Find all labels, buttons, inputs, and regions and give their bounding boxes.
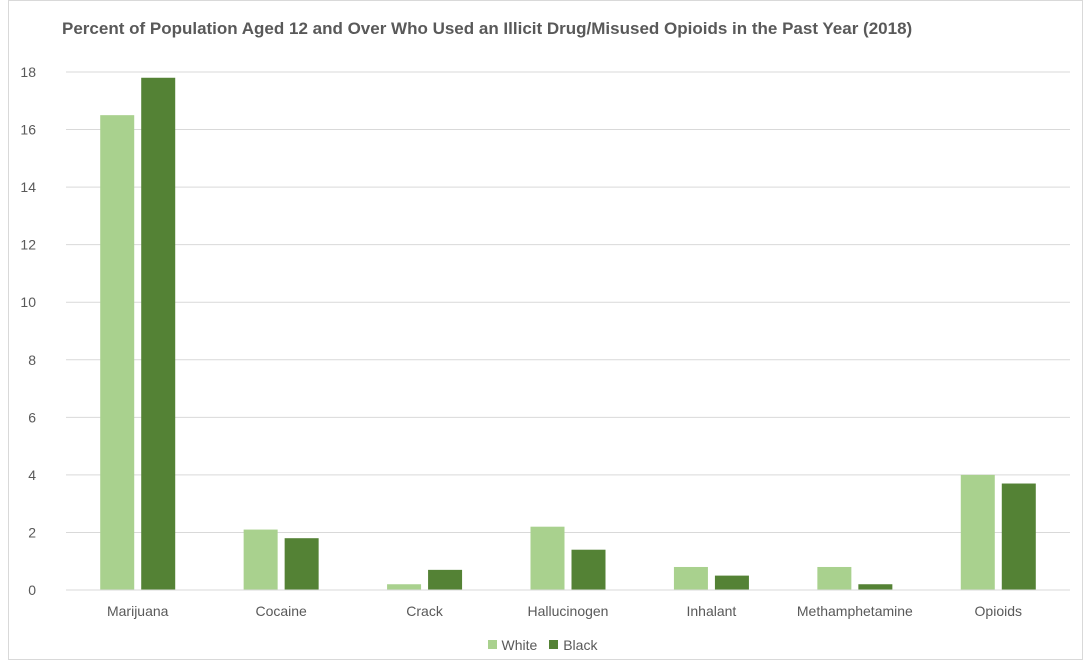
y-tick-label-2: 2 (28, 524, 36, 540)
bar-black-hallucinogen (571, 549, 606, 590)
x-tick-label-hallucinogen: Hallucinogen (528, 603, 609, 619)
legend-item-black: Black (549, 637, 597, 653)
y-axis-ticks: 0 2 4 6 8 10 12 14 16 18 (20, 64, 36, 598)
bar-white-hallucinogen (530, 526, 565, 590)
gridlines (66, 71, 1070, 591)
bar-white-opioids (960, 474, 995, 590)
y-tick-label-6: 6 (28, 409, 36, 425)
x-tick-label-crack: Crack (406, 603, 444, 619)
chart-title: Percent of Population Aged 12 and Over W… (62, 19, 913, 38)
legend-item-white: White (487, 636, 538, 653)
x-tick-label-marijuana: Marijuana (107, 603, 169, 619)
bar-black-methamphetamine (858, 584, 893, 590)
y-tick-label-12: 12 (20, 237, 36, 253)
y-tick-label-4: 4 (28, 467, 36, 483)
bar-black-opioids (1001, 483, 1036, 590)
y-tick-label-10: 10 (20, 294, 36, 310)
bar-black-inhalant (714, 575, 749, 590)
bar-black-crack (428, 569, 463, 590)
legend-swatch-white (487, 640, 497, 649)
bar-white-inhalant (673, 566, 708, 590)
y-tick-label-16: 16 (20, 122, 36, 138)
bar-white-crack (387, 584, 422, 590)
bar-black-marijuana (141, 77, 176, 590)
x-tick-label-methamphetamine: Methamphetamine (797, 603, 913, 619)
x-tick-label-inhalant: Inhalant (687, 603, 737, 619)
x-axis-ticks: Marijuana Cocaine Crack Hallucinogen Inhalan… (107, 603, 1022, 619)
y-tick-label-18: 18 (20, 64, 36, 80)
y-tick-label-0: 0 (28, 582, 36, 598)
bar-white-methamphetamine (817, 566, 852, 590)
bars (66, 77, 1070, 591)
bar-white-marijuana (100, 115, 135, 591)
bar-black-cocaine (284, 538, 319, 590)
x-tick-label-opioids: Opioids (975, 603, 1022, 619)
bar-white-cocaine (243, 529, 278, 590)
legend-label-black: Black (563, 636, 598, 653)
legend-swatch-black (549, 640, 559, 649)
y-tick-label-8: 8 (28, 352, 36, 368)
legend-label-white: White (501, 636, 538, 653)
legend: White Black (0, 636, 1085, 653)
x-tick-label-cocaine: Cocaine (255, 603, 307, 619)
y-tick-label-14: 14 (20, 179, 36, 195)
